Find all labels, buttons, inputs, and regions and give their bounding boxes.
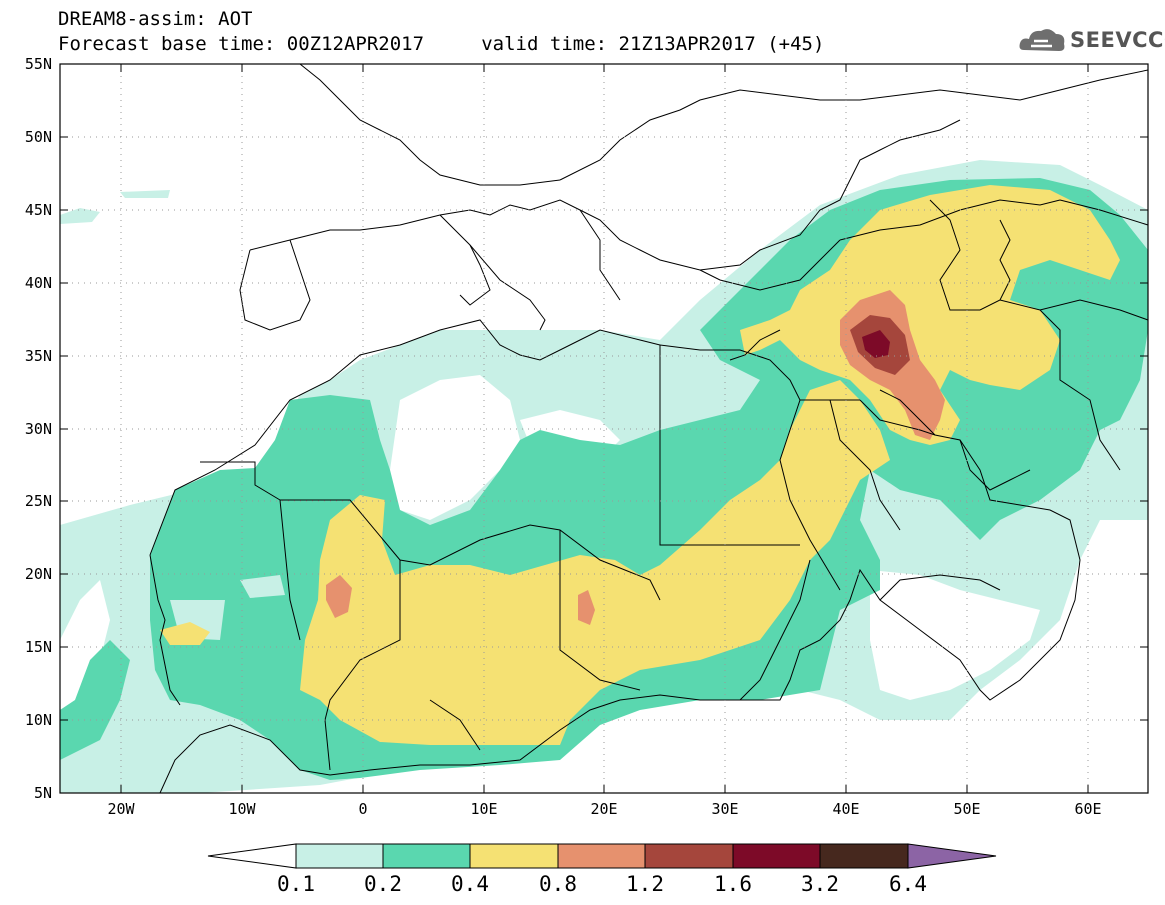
colorbar-swatch: [557, 843, 646, 869]
colorbar-label: 0.2: [364, 872, 402, 896]
colorbar: [207, 843, 997, 869]
lat-label: 5N: [33, 784, 52, 802]
map-panel: [59, 63, 1149, 794]
lon-label: 60E: [1074, 800, 1102, 818]
lat-label: 35N: [24, 347, 52, 365]
lat-label: 30N: [24, 420, 52, 438]
colorbar-swatch: [382, 843, 471, 869]
lon-label: 40E: [832, 800, 860, 818]
lon-label: 50E: [953, 800, 981, 818]
lon-label: 20E: [590, 800, 618, 818]
colorbar-label: 1.6: [714, 872, 752, 896]
lat-label: 25N: [24, 492, 52, 510]
colorbar-label: 0.8: [539, 872, 577, 896]
lon-label: 10W: [228, 800, 256, 818]
cloud-icon: [1019, 29, 1065, 51]
colorbar-upper-arrow: [907, 843, 997, 869]
lat-label: 55N: [24, 55, 52, 73]
lat-label: 40N: [24, 274, 52, 292]
lat-label: 45N: [24, 201, 52, 219]
colorbar-swatch: [819, 843, 909, 869]
forecast-time-line: Forecast base time: 00Z12APR2017 valid t…: [58, 33, 825, 55]
lon-label: 0: [358, 800, 368, 818]
colorbar-label: 0.4: [451, 872, 489, 896]
lon-label: 20W: [107, 800, 135, 818]
colorbar-label: 0.1: [277, 872, 315, 896]
colorbar-swatch: [469, 843, 559, 869]
lat-label: 10N: [24, 711, 52, 729]
chart-title: DREAM8-assim: AOT: [58, 8, 253, 30]
colorbar-label: 6.4: [889, 872, 927, 896]
colorbar-swatch: [732, 843, 821, 869]
lat-label: 50N: [24, 128, 52, 146]
lon-label: 10E: [470, 800, 498, 818]
lon-label: 30E: [711, 800, 739, 818]
colorbar-label: 1.2: [626, 872, 664, 896]
colorbar-label: 3.2: [801, 872, 839, 896]
logo-text: SEEVCCC: [1070, 28, 1165, 52]
lat-label: 20N: [24, 565, 52, 583]
colorbar-lower-arrow: [207, 843, 297, 869]
lat-label: 15N: [24, 638, 52, 656]
colorbar-swatch: [295, 843, 384, 869]
coastlines: [59, 63, 1149, 794]
colorbar-swatch: [644, 843, 734, 869]
